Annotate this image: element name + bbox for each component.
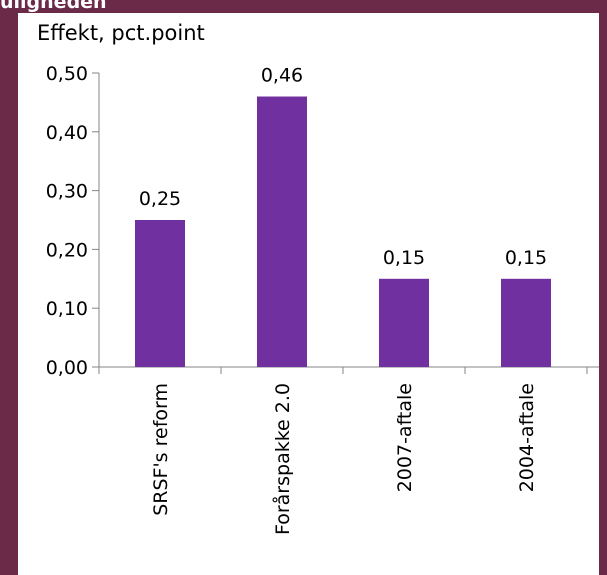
x-category-label: SRSF's reform [150,383,172,516]
header-title-fragment: ulighedeh [0,0,107,13]
bar [135,220,185,367]
y-axis-unit-label: Effekt, pct.point [37,21,205,45]
bar [257,96,307,368]
bar [379,278,429,367]
bar [501,278,551,367]
bar-value-label: 0,25 [139,188,181,210]
bar-value-label: 0,46 [261,65,303,87]
y-tick-label: 0,40 [46,122,88,144]
y-tick-label: 0,00 [46,357,88,379]
x-category-label: Forårspakke 2.0 [271,383,294,535]
y-tick-label: 0,10 [46,298,88,320]
bar-chart: 0,00 0,10 0,20 0,30 0,40 0,50 0,25 SRSF's refor… [46,63,599,535]
x-category-label: 2004-aftale [516,383,538,492]
y-tick-label: 0,50 [46,63,88,85]
x-category-label: 2007-aftale [394,383,416,492]
y-tick-label: 0,30 [46,181,88,203]
bar-value-label: 0,15 [383,247,425,269]
chart-panel: Effekt, pct.point 0,00 0,10 0,20 0,30 0,40 0,… [18,13,599,575]
bar-value-label: 0,15 [505,247,547,269]
y-tick-label: 0,20 [46,239,88,261]
